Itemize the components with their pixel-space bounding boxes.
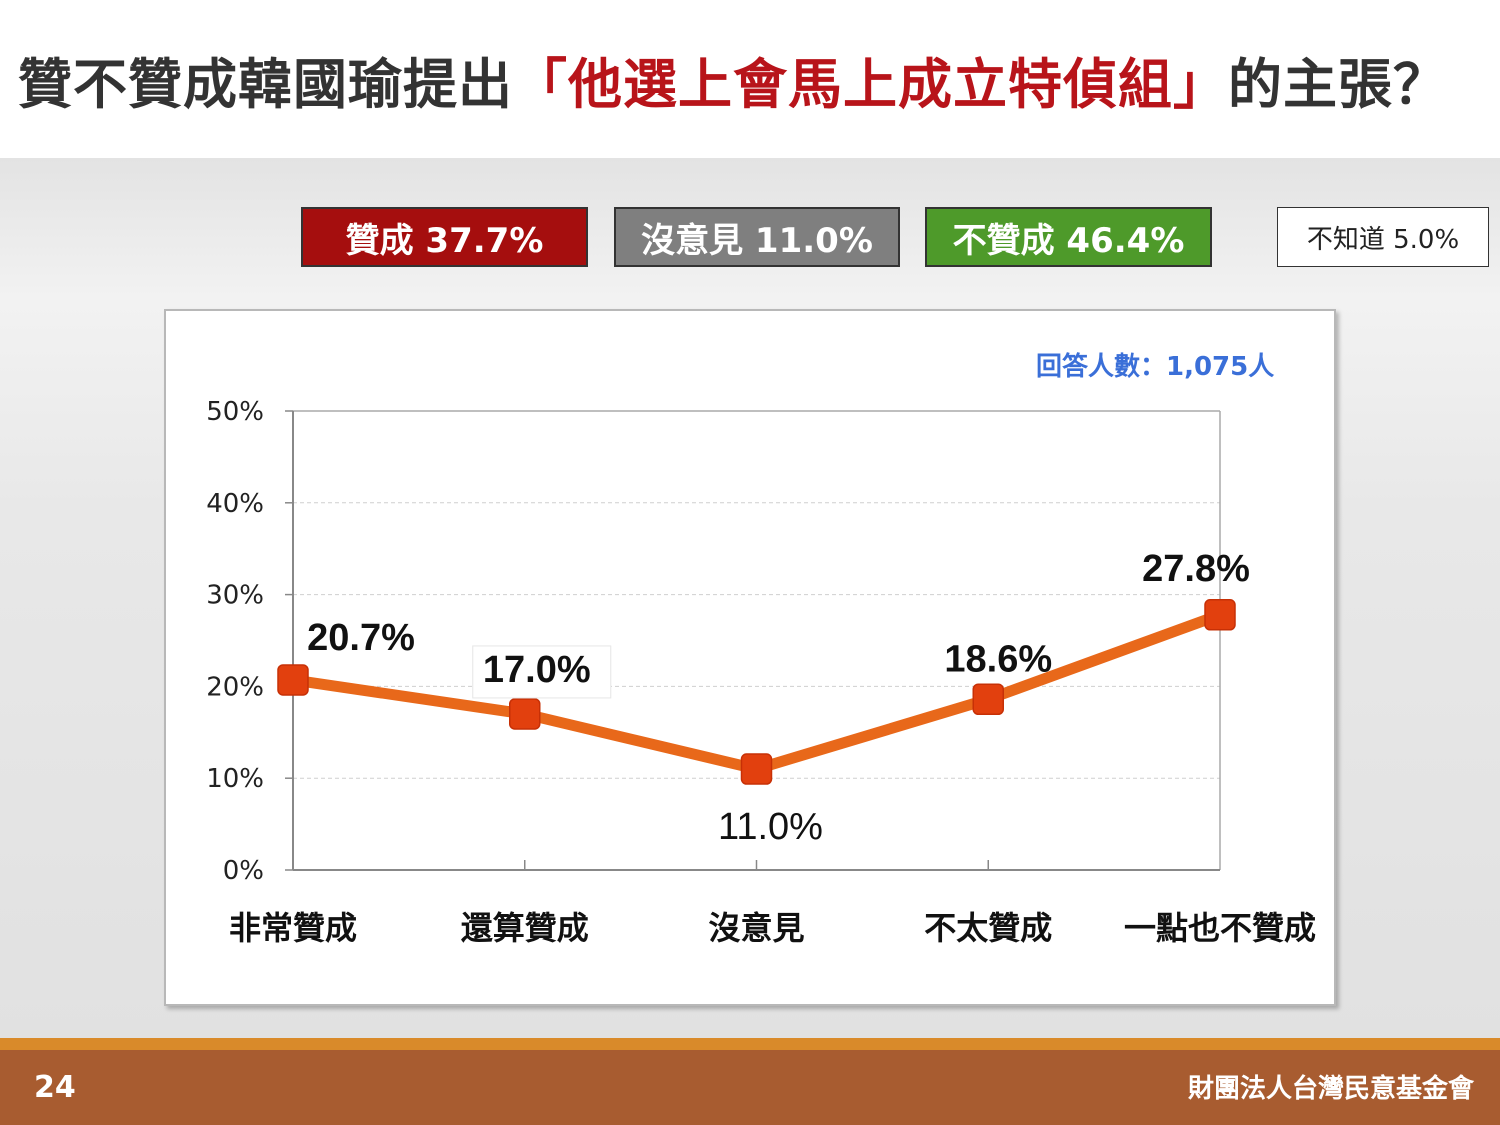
no-opinion-summary-box: 沒意見 11.0% <box>614 207 900 267</box>
x-category-label: 非常贊成 <box>229 909 357 947</box>
data-label: 11.0% <box>718 806 823 848</box>
y-tick-label: 50% <box>206 397 264 427</box>
data-point-marker <box>1204 599 1236 631</box>
disagree-summary-box: 不贊成 46.4% <box>925 207 1212 267</box>
data-point-marker <box>509 698 541 730</box>
data-point-marker <box>740 753 773 785</box>
footer-bar <box>0 1050 1500 1125</box>
x-category-label: 不太贊成 <box>924 909 1052 947</box>
labels: 20.7% 17.0% 11.0% 18.6% 27.8% <box>307 548 1250 848</box>
title-prefix: 贊不贊成韓國瑜提出 <box>18 53 513 116</box>
dont-know-summary-box: 不知道 5.0% <box>1277 207 1489 267</box>
x-category-label: 沒意見 <box>708 909 804 947</box>
x-category-label: 一點也不贊成 <box>1124 909 1316 947</box>
grid-lines <box>293 502 1220 779</box>
header: 贊不贊成韓國瑜提出「他選上會馬上成立特偵組」的主張？ <box>0 0 1500 158</box>
y-tick-label: 40% <box>206 489 264 519</box>
page-title: 贊不贊成韓國瑜提出「他選上會馬上成立特偵組」的主張？ <box>18 40 1498 119</box>
y-tick-label: 20% <box>206 672 264 702</box>
series-line-group <box>287 609 1226 775</box>
title-suffix: 的主張？ <box>1228 53 1448 116</box>
series-line <box>287 609 1226 775</box>
page-number: 24 <box>34 1070 76 1105</box>
data-label: 18.6% <box>944 638 1052 680</box>
data-point-marker <box>277 664 309 696</box>
y-tick-label: 30% <box>206 581 264 611</box>
respondent-count: 回答人數：1,075人 <box>1036 352 1275 382</box>
data-label: 20.7% <box>307 617 415 659</box>
footer-accent-line <box>0 1038 1500 1050</box>
data-point-marker <box>972 683 1004 716</box>
data-label: 27.8% <box>1142 548 1250 590</box>
data-label-background <box>472 645 612 699</box>
y-tick-label: 0% <box>223 856 264 886</box>
chart-panel <box>164 309 1336 1006</box>
markers <box>277 599 1236 785</box>
x-category-label: 還算贊成 <box>461 909 589 947</box>
title-highlight: 「他選上會馬上成立特偵組」 <box>513 53 1228 116</box>
axes: 0% 10% 20% 30% 40% 50% 非常贊成 還算贊成 沒意見 不太贊成 一點也不贊成 <box>206 397 1316 947</box>
organization-name: 財團法人台灣民意基金會 <box>1187 1074 1474 1104</box>
y-tick-label: 10% <box>206 764 264 794</box>
data-label: 17.0% <box>483 649 591 691</box>
agree-summary-box: 贊成 37.7% <box>301 207 588 267</box>
